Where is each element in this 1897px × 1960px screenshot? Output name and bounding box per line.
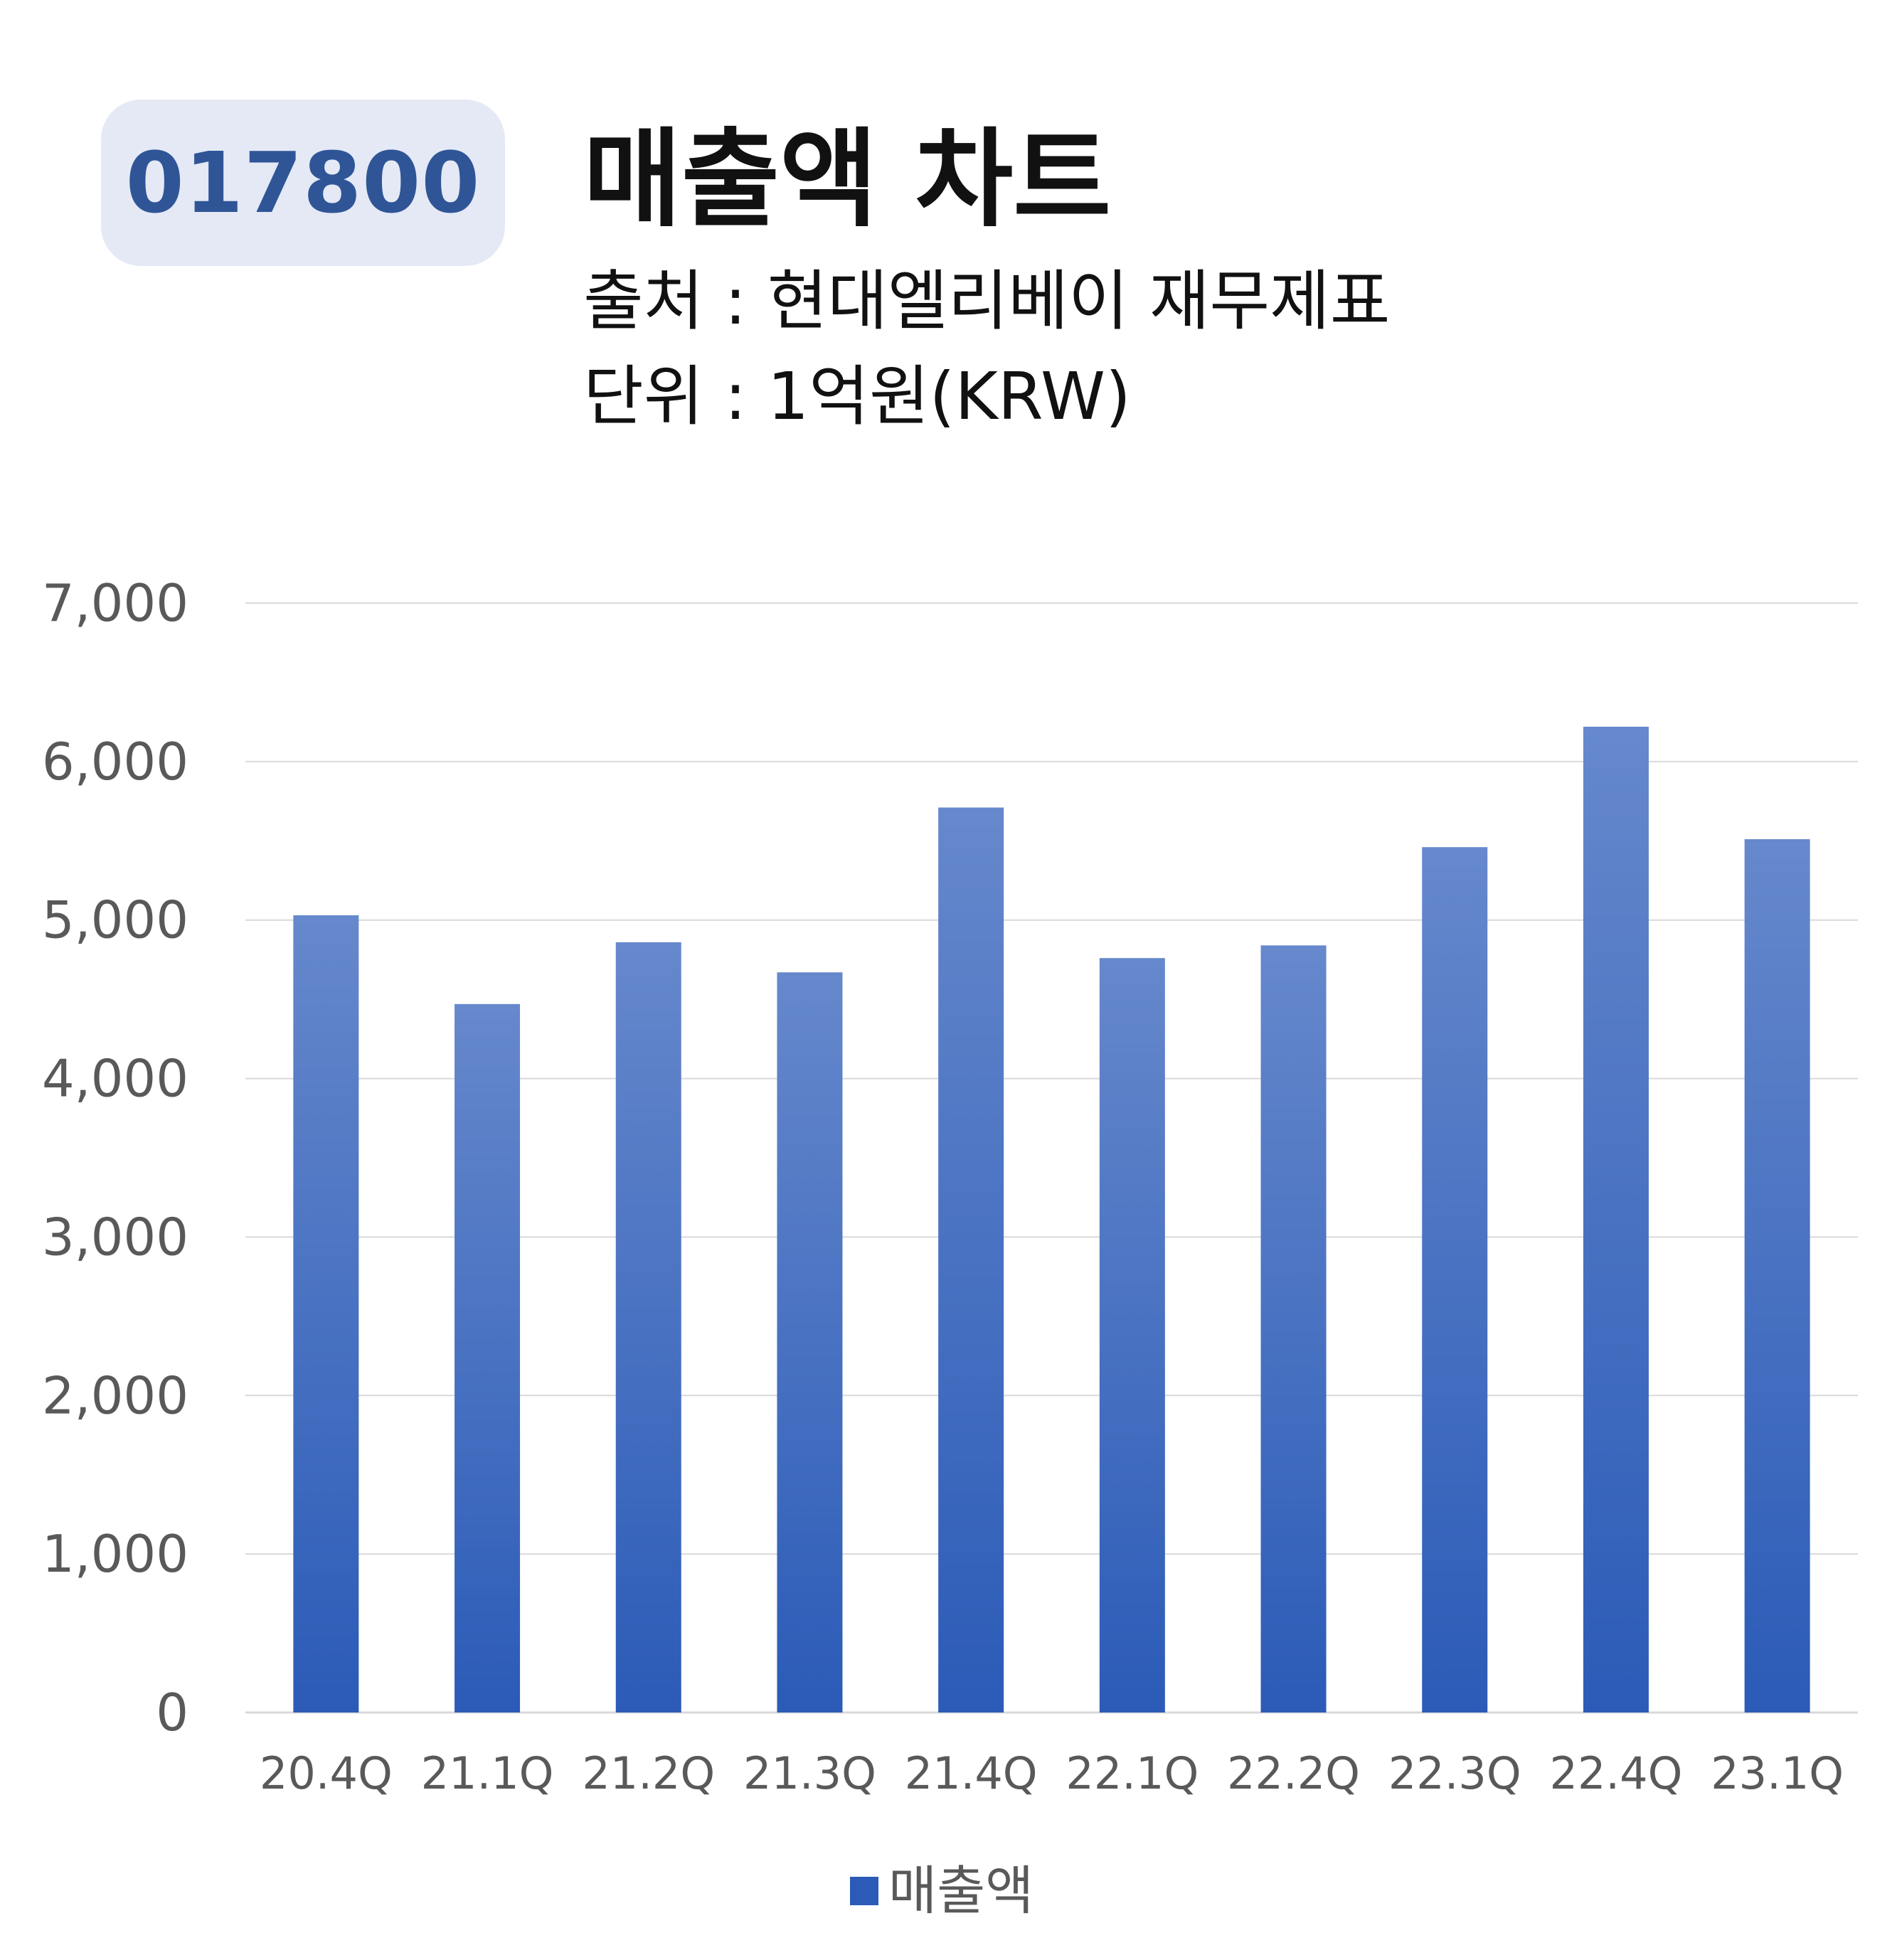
bar-21.2Q (615, 942, 681, 1713)
x-tick-label: 21.4Q (905, 1747, 1038, 1799)
x-tick-label: 23.1Q (1711, 1747, 1844, 1799)
y-tick-label: 5,000 (42, 890, 188, 950)
y-tick-label: 4,000 (42, 1049, 188, 1109)
x-tick-label: 22.4Q (1550, 1747, 1683, 1799)
y-tick-label: 0 (156, 1683, 188, 1742)
bar-21.1Q (455, 1003, 521, 1713)
x-tick-label: 21.1Q (421, 1747, 554, 1799)
bar-20.4Q (293, 915, 359, 1713)
bar-23.1Q (1744, 839, 1810, 1713)
bar-22.3Q (1422, 847, 1488, 1713)
legend-label: 매출액 (888, 1860, 1034, 1922)
bar-21.4Q (938, 807, 1004, 1713)
x-axis-ticks: 20.4Q 21.1Q 21.2Q 21.3Q 21.4Q 22.1Q 22.2Q 22.3Q… (260, 1747, 1844, 1799)
x-tick-label: 20.4Q (260, 1747, 393, 1799)
x-tick-label: 21.2Q (582, 1747, 715, 1799)
x-tick-label: 22.1Q (1066, 1747, 1199, 1799)
chart-title: 매출액 차트 (583, 118, 1112, 242)
bar-22.4Q (1583, 726, 1649, 1713)
x-tick-label: 22.3Q (1388, 1747, 1521, 1799)
bars (293, 726, 1810, 1713)
bar-22.1Q (1099, 958, 1165, 1713)
y-tick-label: 3,000 (42, 1207, 188, 1267)
unit-note: 단위 : 1억원(KRW) (583, 358, 1131, 435)
y-tick-label: 2,000 (42, 1365, 188, 1425)
bar-22.2Q (1260, 945, 1327, 1713)
ticker-badge: 017800 (101, 100, 505, 266)
revenue-bar-chart: 0 1,000 2,000 3,000 4,000 5,000 6,000 7,000 20.… (42, 573, 1858, 1799)
y-axis-ticks: 0 1,000 2,000 3,000 4,000 5,000 6,000 7,000 (42, 573, 188, 1742)
legend: 매출액 (850, 1865, 1033, 1917)
ticker-code: 017800 (125, 134, 481, 232)
source-note: 출처 : 현대엘리베이 재무제표 (583, 263, 1391, 339)
y-tick-label: 6,000 (42, 732, 188, 792)
y-tick-label: 1,000 (42, 1524, 188, 1584)
y-tick-label: 7,000 (42, 573, 188, 633)
bar-21.3Q (777, 972, 843, 1713)
legend-swatch (850, 1877, 878, 1905)
x-tick-label: 21.3Q (743, 1747, 876, 1799)
x-tick-label: 22.2Q (1227, 1747, 1360, 1799)
